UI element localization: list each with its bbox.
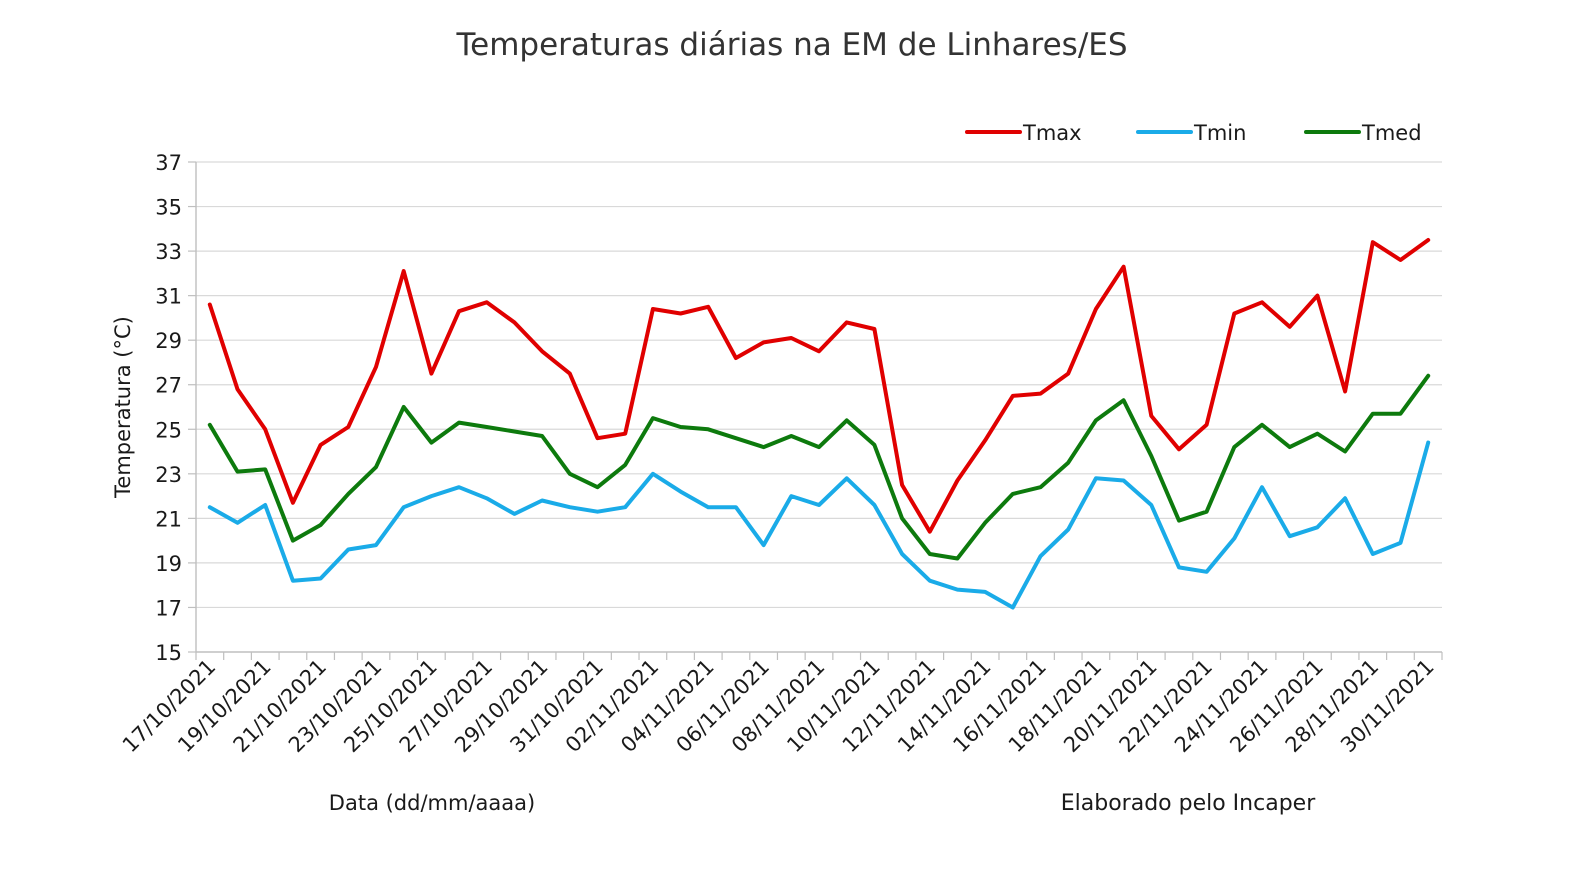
legend-label-tmin: Tmin [1193,121,1246,145]
gridlines [196,161,1442,609]
y-tick-label: 33 [155,240,182,264]
series-line-tmin [207,440,1431,610]
x-axis-label: Data (dd/mm/aaaa) [329,791,535,815]
y-tick-label: 37 [155,151,182,175]
y-tick-label: 17 [155,596,182,620]
y-tick-label: 35 [155,196,182,220]
y-tick-label: 19 [155,552,182,576]
y-tick-label: 25 [155,418,182,442]
legend-label-tmed: Tmed [1361,121,1422,145]
y-axis-label: Temperatura (°C) [111,316,135,499]
y-tick-label: 15 [155,641,182,665]
y-tick-label: 31 [155,285,182,309]
y-tick-label: 27 [155,374,182,398]
legend-label-tmax: Tmax [1022,121,1082,145]
legend: Tmax Tmin Tmed [965,121,1422,145]
source-note: Elaborado pelo Incaper [1061,791,1316,816]
chart-title: Temperaturas diárias na EM de Linhares/E… [455,27,1127,63]
series-lines [207,238,1431,610]
series-line-tmax [207,238,1431,534]
y-tick-label: 23 [155,463,182,487]
series-line-tmed [207,373,1431,561]
y-tick-label: 29 [155,329,182,353]
y-tick-label: 21 [155,507,182,531]
